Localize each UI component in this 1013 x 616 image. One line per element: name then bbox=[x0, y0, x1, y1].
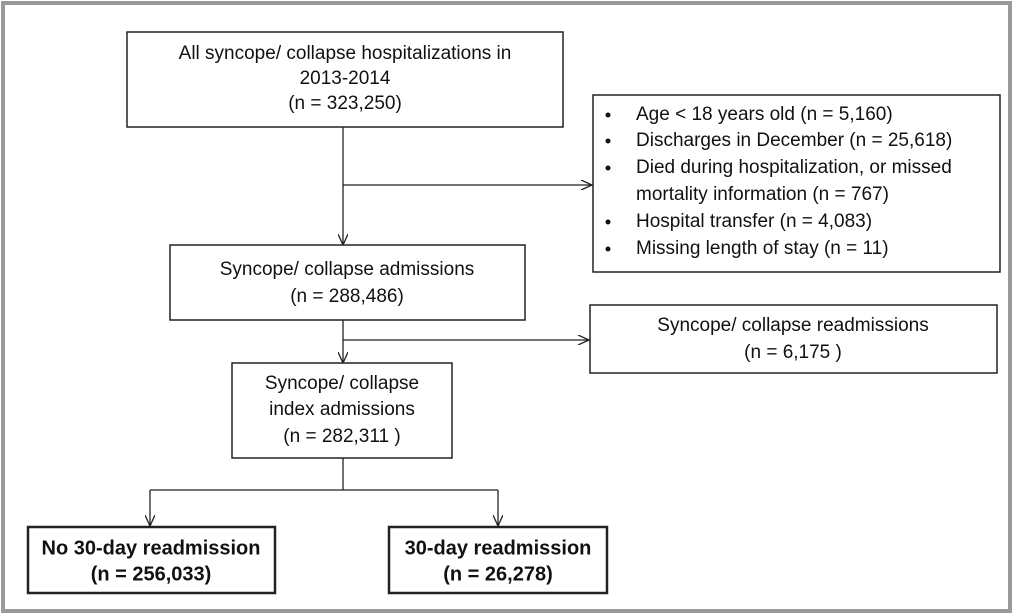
box-text: All syncope/ collapse hospitalizations i… bbox=[179, 43, 512, 64]
box-text: 2013-2014 bbox=[300, 68, 391, 89]
box-text: 30-day readmission bbox=[405, 537, 592, 559]
box-text: index admissions bbox=[269, 399, 415, 420]
list-item: Missing length of stay (n = 11) bbox=[636, 238, 889, 259]
box-text: (n = 282,311 ) bbox=[283, 426, 400, 447]
list-item: Hospital transfer (n = 4,083) bbox=[636, 211, 872, 232]
box-text: (n = 256,033) bbox=[91, 563, 212, 585]
box bbox=[592, 94, 1001, 273]
box bbox=[589, 304, 998, 374]
box-text: Syncope/ collapse readmissions bbox=[657, 315, 928, 336]
box bbox=[126, 31, 564, 128]
box bbox=[231, 362, 453, 459]
list-item: Age < 18 years old (n = 5,160) bbox=[636, 104, 893, 125]
list-item: Died during hospitalization, or missed bbox=[636, 157, 952, 178]
list-item: Discharges in December (n = 25,618) bbox=[636, 130, 952, 151]
box-text: Syncope/ collapse bbox=[265, 373, 419, 394]
box bbox=[387, 525, 609, 595]
list-item: mortality information (n = 767) bbox=[636, 184, 889, 205]
box-text: (n = 288,486) bbox=[290, 286, 404, 307]
box-text: Syncope/ collapse admissions bbox=[220, 259, 475, 280]
box-text: No 30-day readmission bbox=[42, 537, 261, 559]
box bbox=[26, 525, 277, 595]
box-text: (n = 6,175 ) bbox=[744, 342, 842, 363]
connectors bbox=[150, 127, 592, 526]
bullets bbox=[605, 112, 611, 252]
box-text: (n = 26,278) bbox=[443, 563, 553, 585]
box-text: (n = 323,250) bbox=[288, 93, 402, 114]
box bbox=[169, 244, 526, 321]
